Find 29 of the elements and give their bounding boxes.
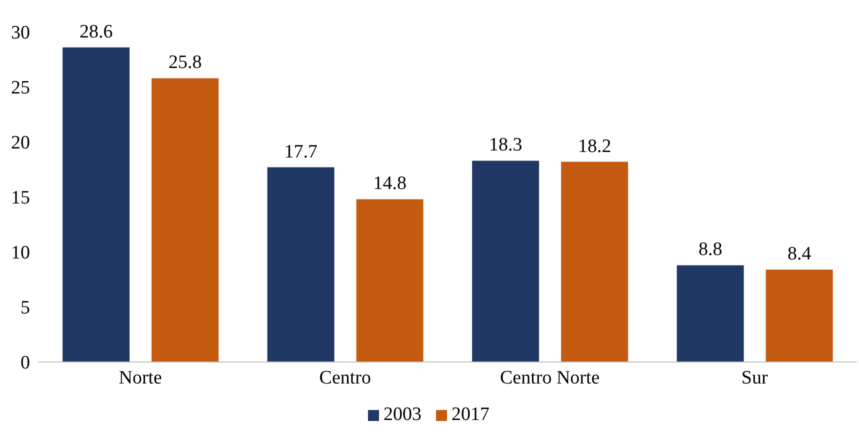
- data-label: 25.8: [168, 52, 202, 74]
- bar: [676, 265, 744, 362]
- y-tick-label: 15: [11, 188, 30, 209]
- y-tick-label: 5: [20, 298, 30, 319]
- data-label: 14.8: [373, 173, 406, 194]
- data-label: 8.4: [787, 244, 812, 265]
- x-tick-label: Norte: [118, 367, 162, 388]
- bar: [561, 162, 628, 362]
- data-label: 28.6: [79, 21, 113, 42]
- data-label: 8.8: [698, 239, 722, 260]
- x-tick-label: Sur: [741, 367, 768, 388]
- bar: [766, 270, 833, 362]
- legend-label: 2017: [450, 404, 490, 426]
- y-tick-label: 30: [11, 22, 30, 44]
- x-tick-label: Centro Norte: [500, 367, 600, 388]
- bar: [152, 78, 219, 362]
- y-tick-label: 10: [11, 242, 30, 264]
- y-tick-label: 20: [11, 132, 30, 154]
- bar: [62, 47, 130, 362]
- x-tick-label: Centro: [319, 367, 371, 388]
- bar: [356, 199, 424, 362]
- data-label: 17.7: [284, 141, 318, 162]
- data-label: 18.2: [578, 136, 612, 157]
- legend-label: 2003: [382, 404, 422, 426]
- y-tick-label: 25: [11, 78, 30, 99]
- y-tick-label: 0: [20, 352, 30, 374]
- bar: [267, 167, 334, 362]
- data-label: 18.3: [488, 134, 522, 156]
- bar: [472, 160, 540, 362]
